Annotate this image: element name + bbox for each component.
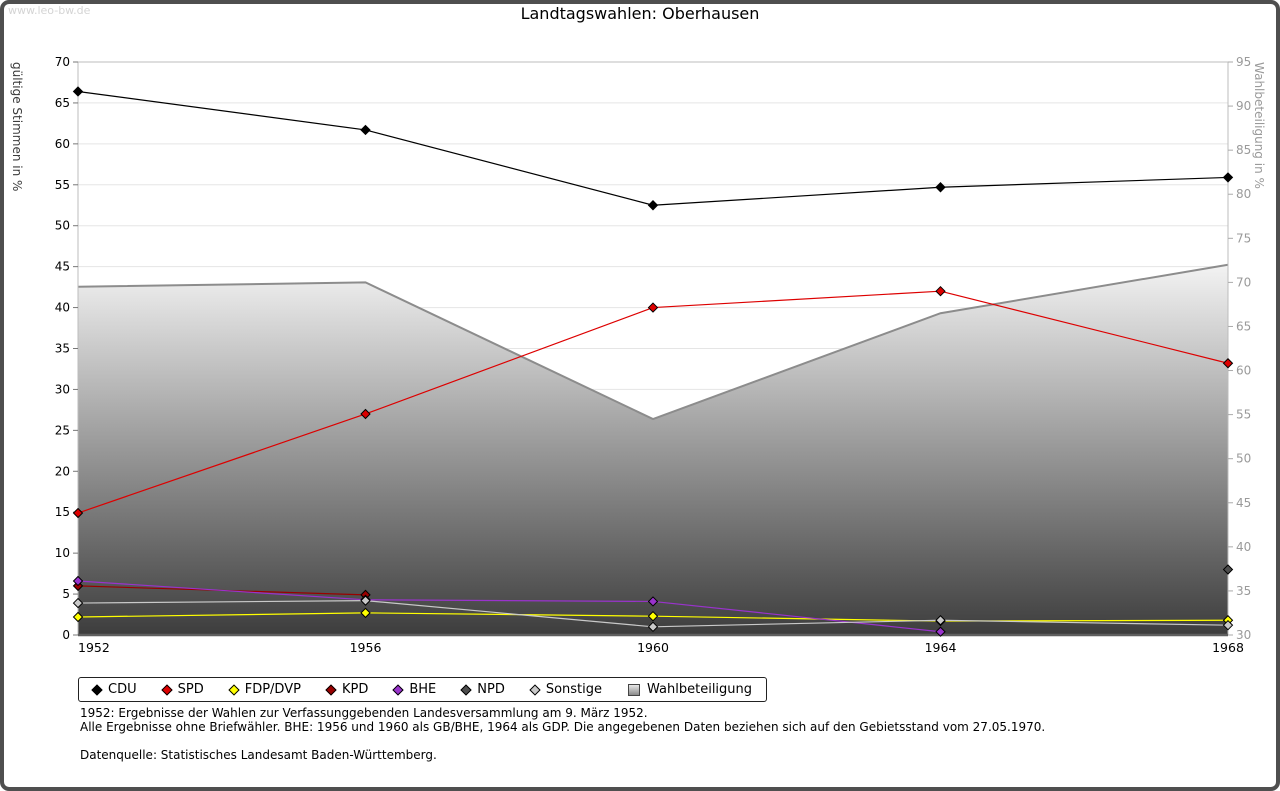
- diamond-marker-icon: [160, 683, 173, 696]
- legend-label: NPD: [477, 682, 505, 697]
- svg-text:70: 70: [55, 55, 70, 69]
- series-spd: [72, 285, 1234, 519]
- svg-text:45: 45: [1236, 496, 1251, 510]
- right-axis-title: Wahlbeteiligung in %: [1252, 62, 1266, 189]
- legend-label: KPD: [341, 682, 369, 697]
- diamond-marker-icon: [325, 683, 337, 696]
- svg-text:80: 80: [1236, 187, 1251, 201]
- svg-text:60: 60: [1236, 364, 1251, 378]
- legend-item-sonstige: Sonstige: [529, 682, 603, 697]
- svg-text:90: 90: [1236, 99, 1251, 113]
- legend-item-wahlbeteiligung: Wahlbeteiligung: [628, 682, 752, 697]
- footnotes: 1952: Ergebnisse der Wahlen zur Verfassu…: [80, 706, 1046, 763]
- svg-text:1968: 1968: [1212, 640, 1244, 655]
- series-npd: [1222, 564, 1234, 575]
- legend-label: Sonstige: [545, 682, 603, 697]
- legend-label: FDP/DVP: [244, 682, 301, 697]
- left-axis-title: gültige Stimmen in %: [10, 62, 24, 191]
- diamond-marker-icon: [460, 683, 472, 696]
- svg-text:1952: 1952: [78, 640, 110, 655]
- svg-text:1956: 1956: [350, 640, 382, 655]
- svg-text:40: 40: [1236, 540, 1251, 554]
- svg-text:30: 30: [1236, 628, 1251, 642]
- wahlbeteiligung-area: [78, 264, 1228, 635]
- legend-item-bhe: BHE: [392, 682, 437, 697]
- series-cdu: [72, 86, 1234, 211]
- page-title: Landtagswahlen: Oberhausen: [520, 4, 760, 23]
- left-axis: 0 5 10 15 20 25 30 35 40 45 50 55 60 65 70: [55, 55, 78, 642]
- svg-text:60: 60: [55, 137, 70, 151]
- svg-text:55: 55: [55, 178, 70, 192]
- legend-item-fdp-dvp: FDP/DVP: [228, 682, 301, 697]
- watermark-leo-bw: www.leo-bw.de: [8, 4, 91, 17]
- footnote-source: Datenquelle: Statistisches Landesamt Bad…: [80, 748, 437, 762]
- series-sonstige: [72, 595, 1234, 633]
- footnote-line-2: Alle Ergebnisse ohne Briefwähler. BHE: 1…: [80, 719, 1046, 734]
- svg-text:5: 5: [62, 587, 70, 601]
- legend-item-kpd: KPD: [325, 682, 369, 697]
- svg-text:30: 30: [55, 382, 70, 396]
- svg-text:65: 65: [1236, 319, 1251, 333]
- svg-text:40: 40: [55, 301, 70, 315]
- chart-legend: CDU SPD FDP/DVP KPD BHE NPD Sonstige Wahlbeteil…: [78, 677, 768, 702]
- svg-text:25: 25: [55, 423, 70, 437]
- svg-text:10: 10: [55, 546, 70, 560]
- diamond-marker-icon: [529, 683, 541, 696]
- legend-item-cdu: CDU: [91, 682, 137, 697]
- svg-text:50: 50: [55, 219, 70, 233]
- svg-text:75: 75: [1236, 231, 1251, 245]
- svg-text:1960: 1960: [637, 640, 669, 655]
- x-axis-labels: 1952 1956 1960 1964 1968: [78, 640, 1244, 655]
- svg-text:35: 35: [1236, 584, 1251, 598]
- legend-label: CDU: [108, 682, 137, 697]
- svg-text:20: 20: [55, 464, 70, 478]
- svg-text:35: 35: [55, 342, 70, 356]
- svg-text:85: 85: [1236, 143, 1251, 157]
- diamond-marker-icon: [228, 683, 240, 696]
- svg-text:0: 0: [62, 628, 70, 642]
- svg-text:45: 45: [55, 260, 70, 274]
- svg-text:65: 65: [55, 96, 70, 110]
- svg-text:15: 15: [55, 505, 70, 519]
- diamond-marker-icon: [392, 683, 404, 696]
- square-marker-icon: [628, 683, 641, 696]
- legend-label: BHE: [409, 682, 437, 697]
- svg-text:70: 70: [1236, 275, 1251, 289]
- diamond-marker-icon: [91, 683, 103, 696]
- series-bhe: [72, 575, 946, 637]
- svg-text:1964: 1964: [925, 640, 957, 655]
- svg-text:55: 55: [1236, 408, 1251, 422]
- footnote-line-1: 1952: Ergebnisse der Wahlen zur Verfassu…: [80, 706, 648, 720]
- legend-item-spd: SPD: [160, 682, 204, 697]
- right-axis: 30 35 40 45 50 55 60 65 70 75 80 85 90 95: [1228, 55, 1251, 642]
- legend-label: SPD: [177, 682, 204, 697]
- svg-text:95: 95: [1236, 55, 1251, 69]
- wahlbeteiligung-area-outline: [77, 263, 1229, 421]
- svg-text:50: 50: [1236, 452, 1251, 466]
- legend-label: Wahlbeteiligung: [647, 682, 753, 697]
- legend-item-npd: NPD: [460, 682, 505, 697]
